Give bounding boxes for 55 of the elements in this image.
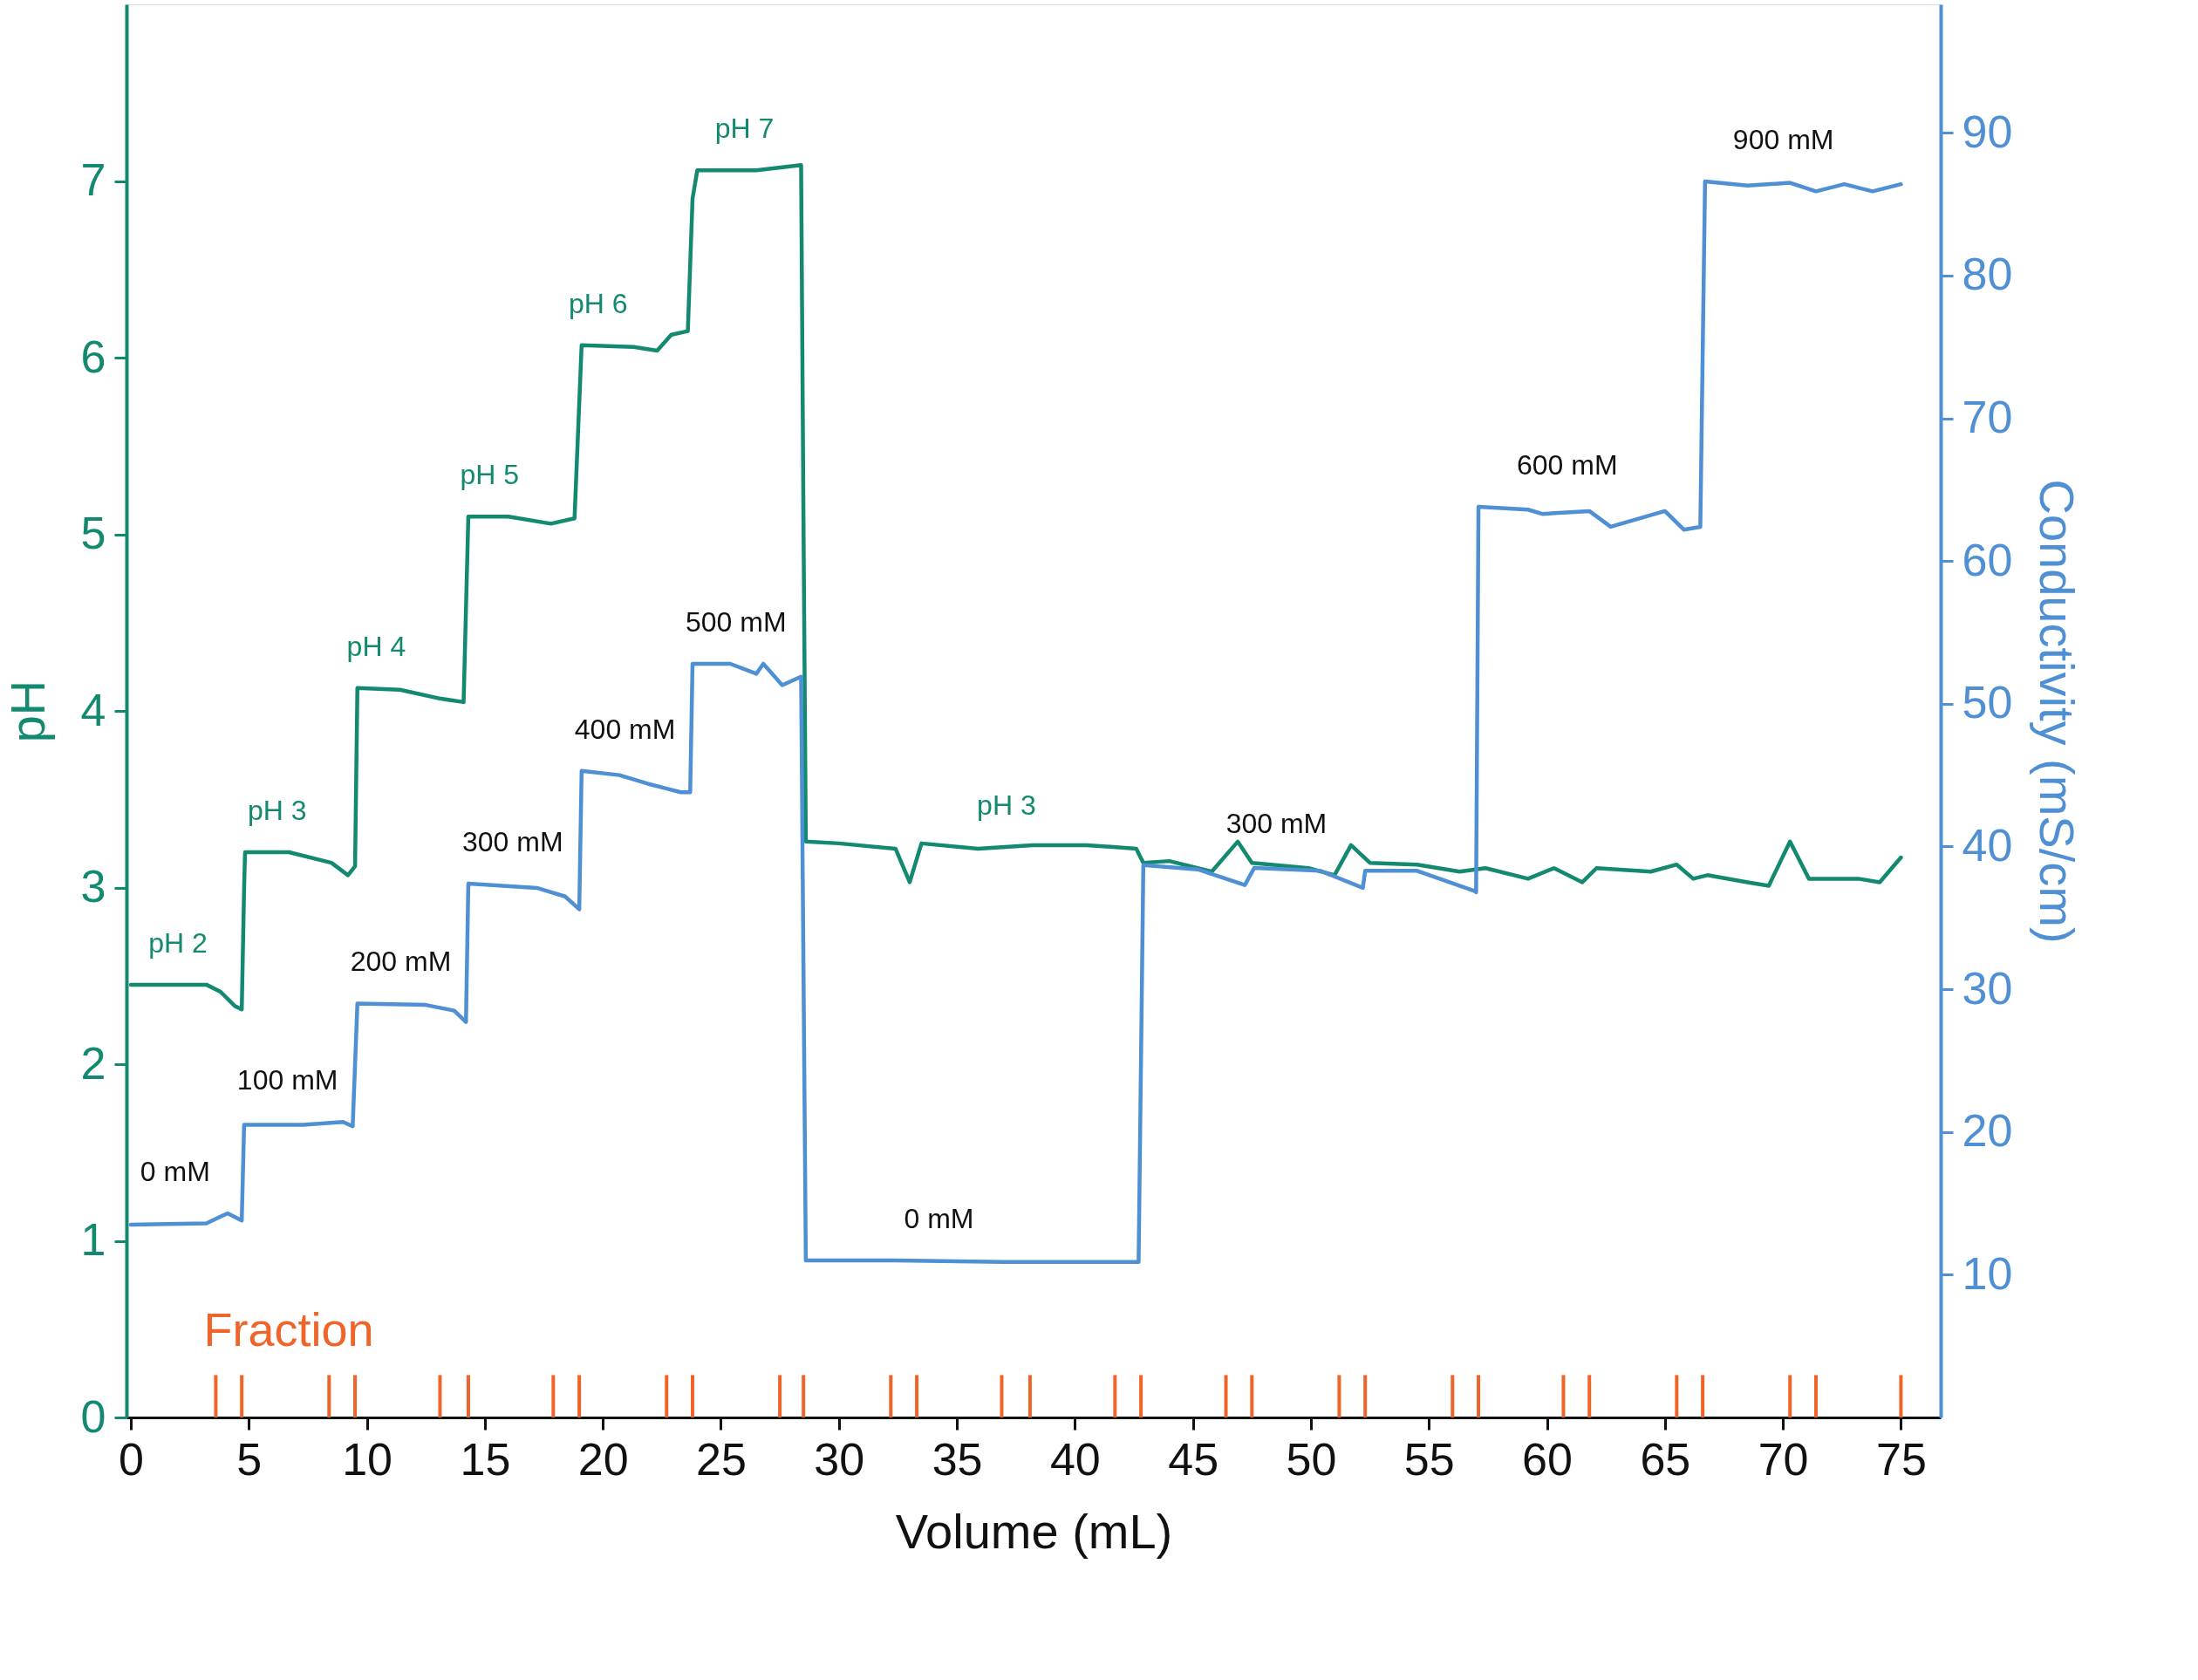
x-tick-label: 30 bbox=[814, 1433, 865, 1485]
y-tick-label: 0 bbox=[80, 1390, 106, 1442]
y2-tick-label: 40 bbox=[1962, 819, 2013, 871]
y-tick-label: 3 bbox=[80, 861, 106, 912]
y-tick-label: 2 bbox=[80, 1037, 106, 1089]
y-tick-label: 7 bbox=[80, 154, 106, 205]
annotation: pH 3 bbox=[247, 795, 307, 826]
x-tick-label: 25 bbox=[696, 1433, 747, 1485]
annotation: 500 mM bbox=[685, 606, 787, 638]
x-tick-label: 15 bbox=[460, 1433, 511, 1485]
annotation: pH 6 bbox=[568, 287, 628, 319]
y2-tick-label: 60 bbox=[1962, 534, 2013, 585]
y2-tick-label: 70 bbox=[1962, 392, 2013, 443]
x-tick-label: 35 bbox=[932, 1433, 983, 1485]
y-tick-label: 1 bbox=[80, 1214, 106, 1265]
annotation: 200 mM bbox=[350, 946, 452, 978]
annotation: 0 mM bbox=[140, 1156, 210, 1187]
x-tick-label: 40 bbox=[1049, 1433, 1101, 1485]
annotation: 600 mM bbox=[1517, 449, 1618, 481]
x-tick-label: 70 bbox=[1758, 1433, 1809, 1485]
annotation: 400 mM bbox=[574, 713, 676, 745]
y2-tick-label: 90 bbox=[1962, 106, 2013, 157]
series-label: Fraction bbox=[203, 1303, 374, 1356]
y-tick-label: 6 bbox=[80, 331, 106, 382]
y2-tick-label: 30 bbox=[1962, 962, 2013, 1014]
x-tick-label: 10 bbox=[342, 1433, 393, 1485]
x-tick-label: 65 bbox=[1640, 1433, 1691, 1485]
y2-tick-label: 50 bbox=[1962, 677, 2013, 728]
annotation: pH 2 bbox=[148, 926, 208, 959]
annotation: 300 mM bbox=[462, 826, 563, 857]
x-tick-label: 45 bbox=[1168, 1433, 1219, 1485]
annotation: 900 mM bbox=[1732, 123, 1834, 155]
x-tick-label: 0 bbox=[119, 1433, 144, 1485]
annotation: 0 mM bbox=[904, 1203, 974, 1234]
y-tick-label: 4 bbox=[80, 684, 106, 735]
annotation: pH 3 bbox=[977, 789, 1036, 821]
y-tick-label: 5 bbox=[80, 508, 106, 558]
x-tick-label: 60 bbox=[1522, 1433, 1573, 1485]
annotation: pH 5 bbox=[460, 459, 520, 491]
x-tick-label: 75 bbox=[1875, 1433, 1927, 1485]
y2-axis-title: Conductivity (mS/cm) bbox=[2030, 479, 2085, 944]
x-tick-label: 5 bbox=[236, 1433, 263, 1485]
y2-tick-label: 20 bbox=[1962, 1105, 2013, 1157]
annotation: 100 mM bbox=[236, 1064, 338, 1096]
y2-tick-label: 80 bbox=[1962, 249, 2013, 300]
x-tick-label: 50 bbox=[1286, 1433, 1337, 1485]
x-tick-label: 55 bbox=[1403, 1433, 1455, 1485]
y-axis-title: pH bbox=[0, 680, 55, 743]
x-tick-label: 20 bbox=[577, 1433, 629, 1485]
y2-tick-label: 10 bbox=[1962, 1247, 2013, 1299]
annotation: pH 4 bbox=[346, 630, 406, 662]
x-axis-title: Volume (mL) bbox=[895, 1503, 1173, 1559]
annotation: 300 mM bbox=[1225, 807, 1328, 839]
annotation: pH 7 bbox=[714, 113, 775, 145]
line-series bbox=[128, 179, 1903, 1264]
